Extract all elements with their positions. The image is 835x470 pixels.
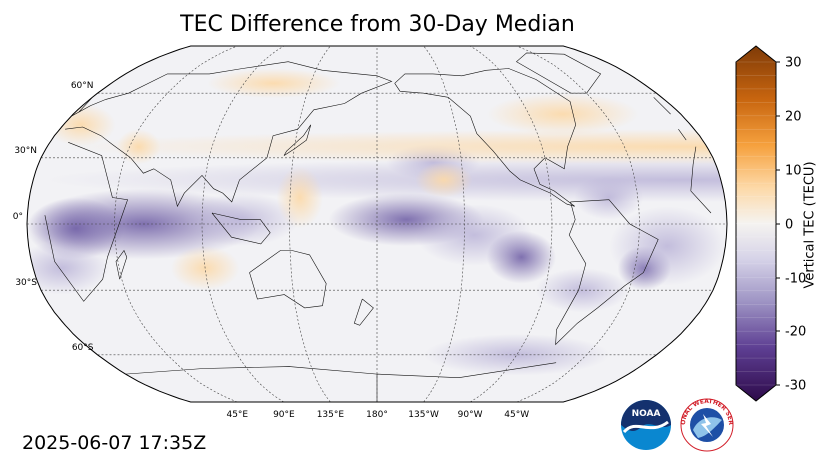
colorbar-tick: 0 bbox=[785, 217, 794, 233]
graticule bbox=[27, 46, 727, 402]
latitude-labels: 60°N 30°N 0° 30°S 60°S bbox=[13, 81, 94, 353]
colorbar-tick: 10 bbox=[785, 163, 802, 179]
lat-label: 60°S bbox=[72, 343, 94, 353]
lon-label: 180° bbox=[366, 410, 388, 420]
lon-label: 45°E bbox=[226, 410, 248, 420]
lat-label: 30°N bbox=[14, 146, 37, 156]
chart-title: TEC Difference from 30-Day Median bbox=[180, 12, 575, 37]
noaa-logo-icon: NOAA bbox=[621, 400, 671, 450]
lon-label: 135°W bbox=[408, 410, 439, 420]
lon-label: 90°E bbox=[273, 410, 295, 420]
globe bbox=[26, 45, 728, 403]
colorbar-label: Vertical TEC (TECU) bbox=[802, 161, 818, 289]
colorbar-tick: -20 bbox=[785, 324, 807, 340]
colorbar-tick: -30 bbox=[785, 378, 807, 394]
svg-text:NOAA: NOAA bbox=[632, 409, 661, 419]
colorbar bbox=[735, 45, 780, 402]
colorbar-tick: 30 bbox=[785, 55, 802, 71]
colorbar-tick: -10 bbox=[785, 271, 807, 287]
longitude-labels: 45°E 90°E 135°E 180° 135°W 90°W 45°W bbox=[226, 410, 529, 420]
lon-label: 135°E bbox=[317, 410, 345, 420]
lat-label: 0° bbox=[13, 212, 23, 222]
lon-label: 45°W bbox=[504, 410, 529, 420]
lat-label: 60°N bbox=[71, 81, 94, 91]
lat-label: 30°S bbox=[15, 278, 37, 288]
timestamp: 2025-06-07 17:35Z bbox=[22, 432, 207, 454]
colorbar-tick: 20 bbox=[785, 109, 802, 125]
lon-label: 90°W bbox=[458, 410, 483, 420]
